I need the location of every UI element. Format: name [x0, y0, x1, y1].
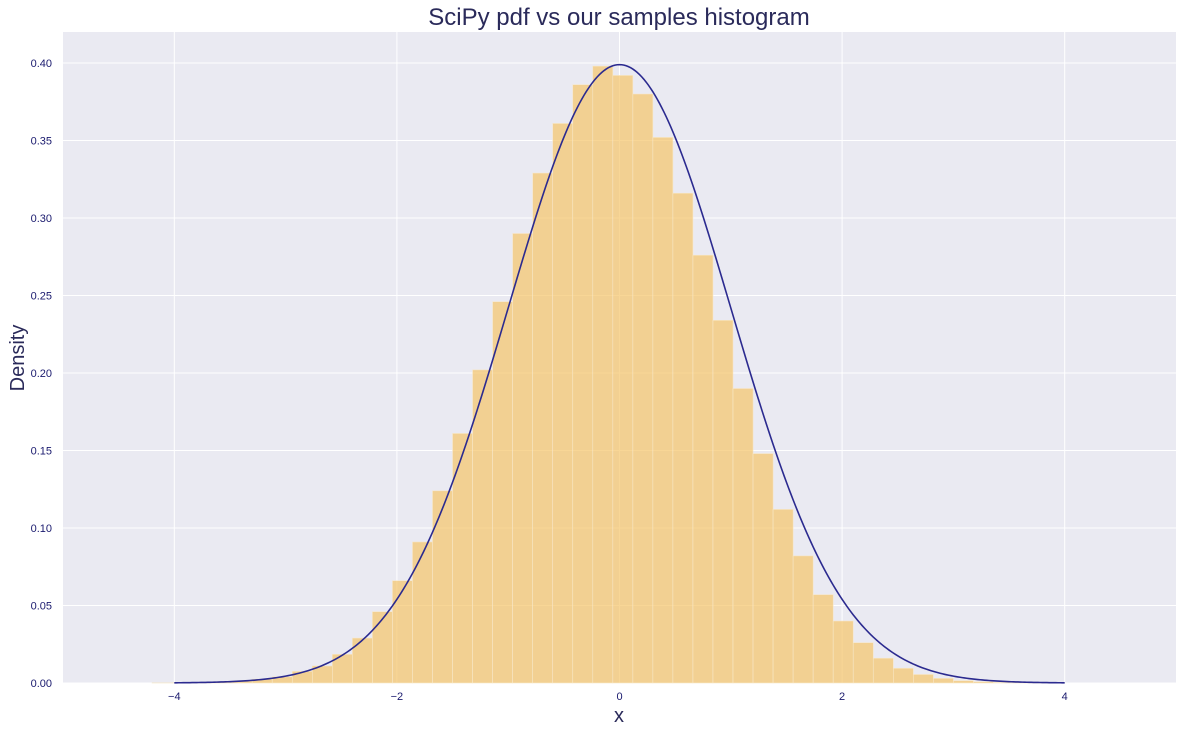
histogram-bar: [372, 611, 393, 684]
x-tick-label: −2: [391, 691, 404, 703]
histogram-bar: [752, 453, 774, 684]
histogram-bar: [792, 555, 814, 684]
histogram-bar: [572, 84, 594, 684]
y-axis-label: Density: [7, 325, 29, 392]
histogram-bar: [852, 642, 874, 684]
histogram-bar: [692, 254, 714, 684]
histogram-bar: [913, 674, 934, 684]
histogram-bar: [973, 681, 994, 684]
y-tick-labels: 0.00 0.05 0.10 0.15 0.20 0.25 0.30 0.35 0.40: [31, 58, 52, 690]
pdf-line: [174, 63, 1065, 684]
y-tick-label: 0.35: [31, 136, 52, 148]
histogram-bar: [832, 620, 854, 684]
y-tick-label: 0.25: [31, 291, 52, 303]
histogram-bar: [532, 172, 554, 684]
histogram-bar: [652, 137, 674, 684]
histogram-bar: [552, 123, 574, 684]
histogram-bar: [592, 65, 614, 684]
histogram-bar: [392, 580, 413, 684]
x-tick-label: 0: [616, 691, 622, 703]
histogram-bar: [632, 93, 654, 684]
x-tick-label: −4: [168, 691, 181, 703]
histogram-bar: [732, 388, 754, 684]
y-tick-label: 0.10: [31, 523, 52, 535]
histogram-bar: [812, 594, 834, 684]
histogram-bar: [872, 657, 894, 684]
histogram-bar: [953, 680, 974, 684]
histogram-bar: [352, 637, 373, 684]
y-tick-label: 0.15: [31, 446, 52, 458]
histogram-bar: [672, 192, 694, 684]
x-tick-labels: −4 −2 0 2 4: [168, 691, 1068, 703]
y-tick-label: 0.30: [31, 213, 52, 225]
histogram-bar: [412, 541, 433, 684]
histogram-bar: [712, 319, 734, 684]
x-axis-label: x: [614, 705, 624, 727]
y-tick-label: 0.00: [31, 678, 52, 690]
chart-title: SciPy pdf vs our samples histogram: [428, 4, 809, 31]
histogram-bar: [612, 75, 634, 684]
y-tick-label: 0.20: [31, 368, 52, 380]
histogram-bar: [772, 509, 794, 684]
histogram-bar: [452, 433, 473, 684]
histogram-bars: [151, 65, 1054, 684]
histogram-bar: [933, 678, 954, 684]
x-tick-label: 4: [1062, 691, 1068, 703]
y-tick-label: 0.05: [31, 601, 52, 613]
histogram-bar: [492, 301, 513, 684]
histogram-bar: [892, 667, 914, 684]
y-tick-label: 0.40: [31, 58, 52, 70]
histogram-bar: [432, 490, 453, 684]
histogram-bar: [512, 233, 533, 684]
x-tick-label: 2: [839, 691, 845, 703]
